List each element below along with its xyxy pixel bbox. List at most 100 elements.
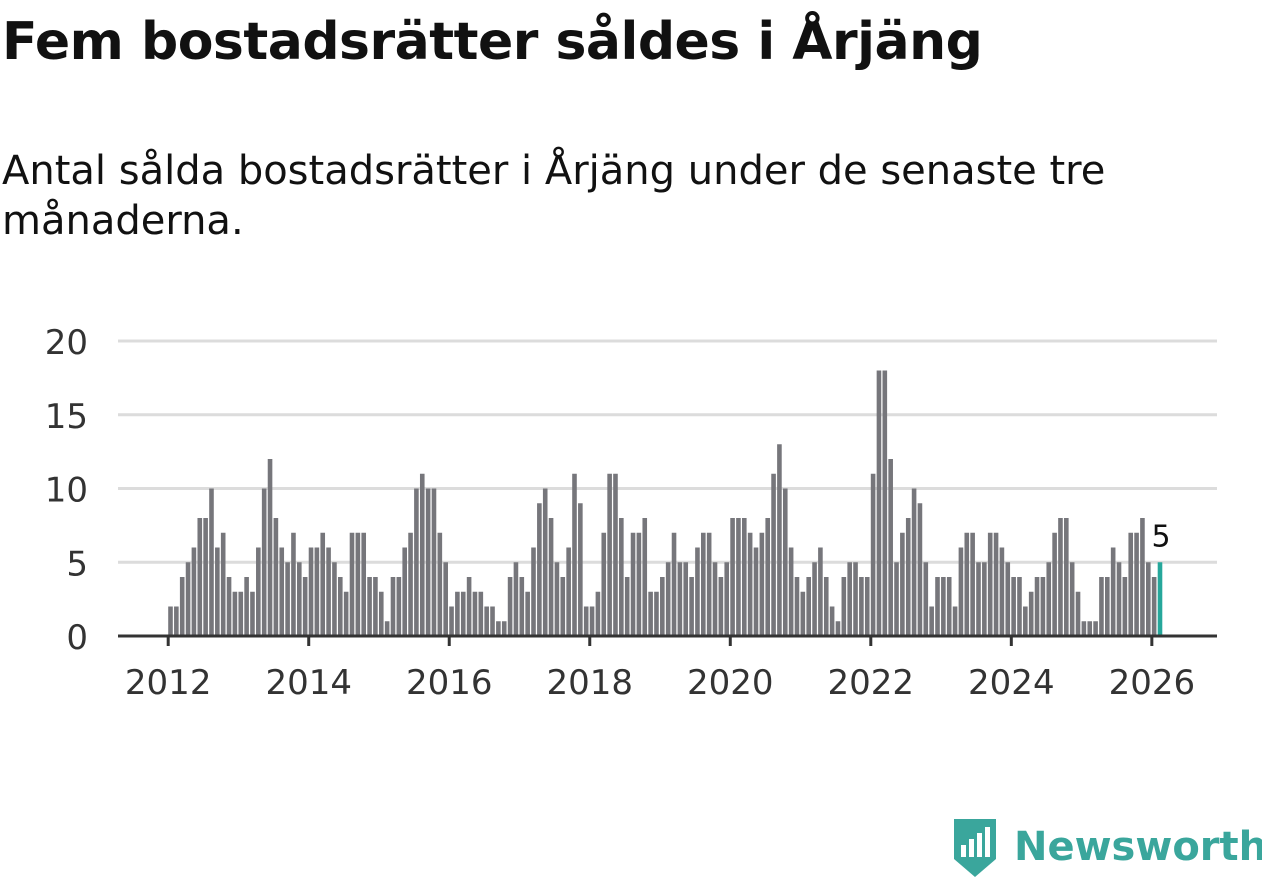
y-tick-label: 0 (66, 618, 88, 658)
x-tick-label: 2012 (125, 663, 212, 703)
bar (1040, 577, 1046, 636)
x-tick-label: 2014 (265, 663, 352, 703)
bar (250, 591, 255, 636)
bar (179, 577, 185, 636)
bar (1011, 577, 1016, 636)
bar (601, 532, 607, 636)
bar (408, 532, 413, 636)
bar (455, 591, 460, 636)
bar (414, 488, 419, 636)
bar (648, 591, 653, 636)
bar (566, 547, 571, 636)
bar (642, 518, 648, 636)
bar (952, 606, 958, 636)
bar (677, 562, 683, 636)
bar (929, 606, 934, 636)
bar (425, 488, 431, 636)
bar (267, 459, 273, 636)
bar (607, 473, 612, 636)
bar (894, 562, 899, 636)
bar (853, 562, 858, 636)
newsworthy-logo-text: Newsworthy (1014, 824, 1262, 870)
bar (373, 577, 378, 636)
bar (244, 577, 249, 636)
bar (619, 518, 624, 636)
bar (794, 577, 800, 636)
bar (1005, 562, 1011, 636)
bar (496, 621, 501, 636)
bar (431, 488, 437, 636)
x-tick-label: 2018 (546, 663, 633, 703)
bar (548, 518, 554, 636)
bar (478, 591, 484, 636)
bar (923, 562, 929, 636)
bar (537, 503, 542, 636)
bar (572, 473, 577, 636)
bar (624, 577, 630, 636)
bar (460, 591, 466, 636)
bar (982, 562, 987, 636)
bar (1093, 621, 1098, 636)
bar (946, 577, 952, 636)
bar (1046, 562, 1052, 636)
bar (501, 621, 507, 636)
y-tick-label: 15 (45, 397, 88, 437)
bar (976, 562, 981, 636)
bar (1052, 532, 1057, 636)
bar (279, 547, 285, 636)
bar (226, 577, 232, 636)
bar (308, 547, 314, 636)
bar (595, 591, 601, 636)
bar (337, 577, 343, 636)
bar (870, 473, 876, 636)
bar (941, 577, 946, 636)
bar (378, 591, 384, 636)
bar (197, 518, 203, 636)
bar (1122, 577, 1128, 636)
bar (970, 532, 975, 636)
bar (332, 562, 337, 636)
bar (882, 370, 888, 636)
bar (326, 547, 331, 636)
bar (806, 577, 811, 636)
bar (888, 459, 893, 636)
y-tick-label: 10 (45, 471, 88, 511)
x-tick-label: 2016 (406, 663, 493, 703)
bar (1081, 621, 1087, 636)
bar (1034, 577, 1040, 636)
bar (168, 606, 173, 636)
bar (1023, 606, 1028, 636)
bar (589, 606, 595, 636)
y-tick-label: 5 (66, 544, 88, 584)
bar-highlight (1157, 562, 1163, 636)
bar (578, 503, 583, 636)
bar (396, 577, 402, 636)
bar (788, 547, 794, 636)
x-tick-label: 2022 (828, 663, 915, 703)
bar (1151, 577, 1157, 636)
bar (782, 488, 788, 636)
bar (273, 518, 279, 636)
bar (689, 577, 694, 636)
bar (911, 488, 917, 636)
bar (964, 532, 970, 636)
bar (864, 577, 870, 636)
bar (291, 532, 296, 636)
bar (367, 577, 372, 636)
bar (724, 562, 730, 636)
bar (823, 577, 829, 636)
bar (484, 606, 489, 636)
bar (507, 577, 513, 636)
bar (636, 532, 642, 636)
bar (256, 547, 261, 636)
bar (490, 606, 495, 636)
bar (466, 577, 472, 636)
bar (314, 547, 320, 636)
bar (753, 547, 759, 636)
bar (302, 577, 308, 636)
newsworthy-logo: Newsworthy (950, 815, 1262, 879)
bar (419, 473, 425, 636)
bar (1110, 547, 1116, 636)
bar (583, 606, 589, 636)
bar (384, 621, 390, 636)
